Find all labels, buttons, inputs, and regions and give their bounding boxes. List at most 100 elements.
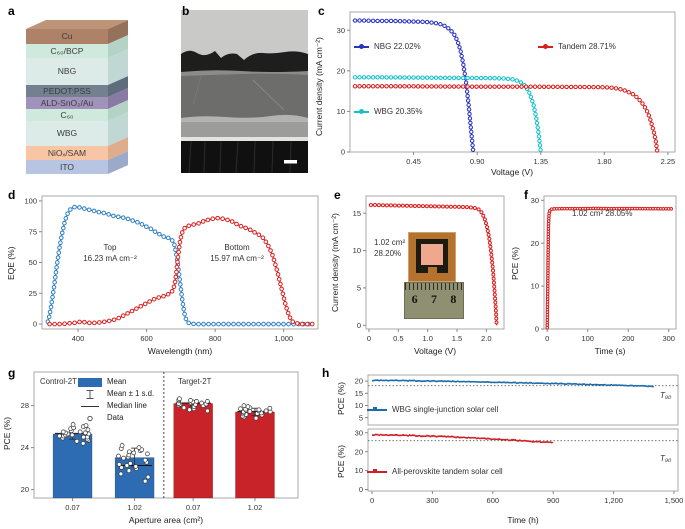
panel-label-e: e	[334, 188, 341, 202]
tandem-stability-legend-marker	[373, 469, 377, 474]
pce-statistics-bar-chart: 0.07 1.02 0.07 1.02 20 24 28	[21, 371, 299, 512]
device-photo-inset: 6 7 8	[404, 232, 464, 319]
stack-layer-5: ALD-SnO₂/Au	[26, 88, 128, 109]
stack-layer-label: Cu	[61, 31, 73, 41]
svg-text:0: 0	[357, 321, 361, 330]
sem-bottom-cell-layer	[181, 118, 308, 137]
svg-text:10: 10	[355, 466, 363, 475]
f-annotation: 1.02 cm² 28.05%	[572, 209, 633, 218]
stack-layer-8: NiOₓ/SAM	[26, 137, 128, 160]
svg-text:0: 0	[359, 485, 363, 494]
g-x-axis-label: Aperture area (cm²)	[128, 515, 204, 525]
stack-layer-label: C₆₀	[60, 110, 74, 120]
svg-text:1,500: 1,500	[665, 496, 684, 505]
svg-text:5: 5	[359, 413, 363, 422]
panel-label-f: f	[524, 188, 528, 202]
c-y-axis-label: Current density (mA cm⁻²)	[314, 37, 324, 137]
svg-text:15: 15	[355, 389, 363, 398]
error-bar-icon	[86, 390, 94, 399]
panel-label-h: h	[322, 366, 330, 380]
svg-text:30: 30	[355, 428, 363, 437]
svg-text:0: 0	[367, 334, 371, 343]
eqe-spectra-chart: 400 600 800 1,000 0 25 50 75 100	[24, 195, 319, 343]
svg-text:0.07: 0.07	[65, 503, 80, 512]
svg-text:300: 300	[426, 496, 439, 505]
median-line-icon	[81, 405, 99, 408]
stack-layer-label: C₆₀/BCP	[50, 46, 84, 56]
g-group2-label: Target-2T	[178, 377, 212, 386]
stack-layer-label: ALD-SnO₂/Au	[40, 98, 94, 108]
tandem-stability-chart: 0 300 600 900 1,200 1,500 0 10 20 30	[355, 428, 684, 505]
ruler-ticks	[405, 283, 463, 290]
device-active-area	[421, 244, 443, 265]
panel-f: f 0 100 200 300 0 10 20 30 PCE (%) Time (s) 1.0…	[510, 183, 685, 363]
svg-text:900: 900	[547, 496, 560, 505]
svg-text:200: 200	[622, 334, 635, 343]
svg-text:0.90: 0.90	[470, 157, 485, 166]
panel-c: c 0.45 0.90 1.35 1.80 2.25 0 10 20 30 Current de…	[310, 0, 685, 183]
panel-a: a Cu C₆₀/BCP NBG PEDOT:PSS ALD-SnO₂/Au C₆₀ WBG…	[0, 0, 178, 183]
ruler-photo: 6 7 8	[404, 282, 464, 319]
h-top-y-axis-label: PCE (%)	[336, 381, 346, 415]
svg-text:300: 300	[662, 334, 675, 343]
tandem-legend-marker	[543, 44, 548, 49]
svg-text:20: 20	[21, 485, 29, 494]
svg-text:10: 10	[337, 107, 345, 116]
wbg-legend-marker	[359, 109, 364, 114]
stack-layer-3: NBG	[26, 49, 128, 85]
tandem-stability-legend-line	[367, 471, 387, 473]
g-y-axis-label: PCE (%)	[2, 416, 12, 450]
sem-scale-bar	[284, 160, 297, 164]
svg-text:1.0: 1.0	[422, 334, 432, 343]
svg-text:25: 25	[29, 289, 37, 298]
sem-substrate	[181, 141, 308, 173]
panel-g: g 0.07 1.02 0.07 1.02 20 24 28 PCE (%) Apertur…	[0, 363, 312, 529]
stack-top-face	[26, 20, 128, 29]
svg-text:0: 0	[341, 148, 345, 157]
stack-layer-6: C₆₀	[26, 100, 128, 121]
svg-text:1.02: 1.02	[248, 503, 263, 512]
svg-text:600: 600	[140, 334, 153, 343]
svg-text:0.45: 0.45	[406, 157, 421, 166]
svg-text:100: 100	[581, 334, 594, 343]
svg-text:50: 50	[29, 258, 37, 267]
svg-text:800: 800	[209, 334, 222, 343]
svg-text:1.35: 1.35	[533, 157, 548, 166]
stack-layer-4: PEDOT:PSS	[26, 76, 128, 97]
mean-swatch	[78, 378, 102, 387]
data-point-icon	[87, 415, 93, 422]
svg-text:20: 20	[337, 66, 345, 75]
h-x-axis-label: Time (h)	[507, 515, 539, 525]
svg-text:15: 15	[353, 209, 361, 218]
svg-text:30: 30	[337, 26, 345, 35]
sem-ito-line	[181, 137, 308, 141]
svg-text:600: 600	[487, 496, 500, 505]
svg-text:0: 0	[545, 334, 549, 343]
nbg-legend-marker	[359, 44, 364, 49]
e-annotation: 1.02 cm² 28.20%	[374, 238, 406, 258]
wbg-stability-legend-line	[367, 409, 387, 411]
g-group1-label: Control-2T	[40, 377, 77, 386]
panel-d: d 400 600 800 1,000 0 25 50 75 100 EQE (%) Wavel…	[0, 183, 330, 363]
svg-text:2.25: 2.25	[661, 157, 676, 166]
svg-text:0: 0	[33, 320, 37, 329]
wbg-stability-chart: 5 10 15 20	[355, 374, 679, 426]
jv-curves-chart: 0.45 0.90 1.35 1.80 2.25 0 10 20 30	[337, 11, 676, 166]
f-x-axis-label: Time (s)	[594, 346, 626, 356]
stack-layer-label: WBG	[56, 128, 78, 138]
svg-text:1.02: 1.02	[127, 503, 142, 512]
svg-text:10: 10	[353, 246, 361, 255]
d-bottom-annotation: Bottom 15.97 mA cm⁻²	[210, 243, 264, 263]
stack-layer-label: NiOₓ/SAM	[47, 148, 87, 158]
svg-text:75: 75	[29, 227, 37, 236]
device-stack-diagram: Cu C₆₀/BCP NBG PEDOT:PSS ALD-SnO₂/Au C₆₀ WBG Ni…	[26, 20, 128, 174]
stack-layer-label: PEDOT:PSS	[43, 86, 91, 96]
svg-text:28: 28	[21, 401, 29, 410]
stack-layer-label: NBG	[57, 66, 77, 76]
e-y-axis-label: Current density (mA cm⁻²)	[330, 213, 340, 313]
svg-text:0.5: 0.5	[393, 334, 403, 343]
stack-layer-9: ITO	[26, 151, 128, 174]
panel-label-d: d	[8, 188, 16, 202]
stack-layer-label: ITO	[59, 162, 74, 172]
svg-text:20: 20	[355, 447, 363, 456]
